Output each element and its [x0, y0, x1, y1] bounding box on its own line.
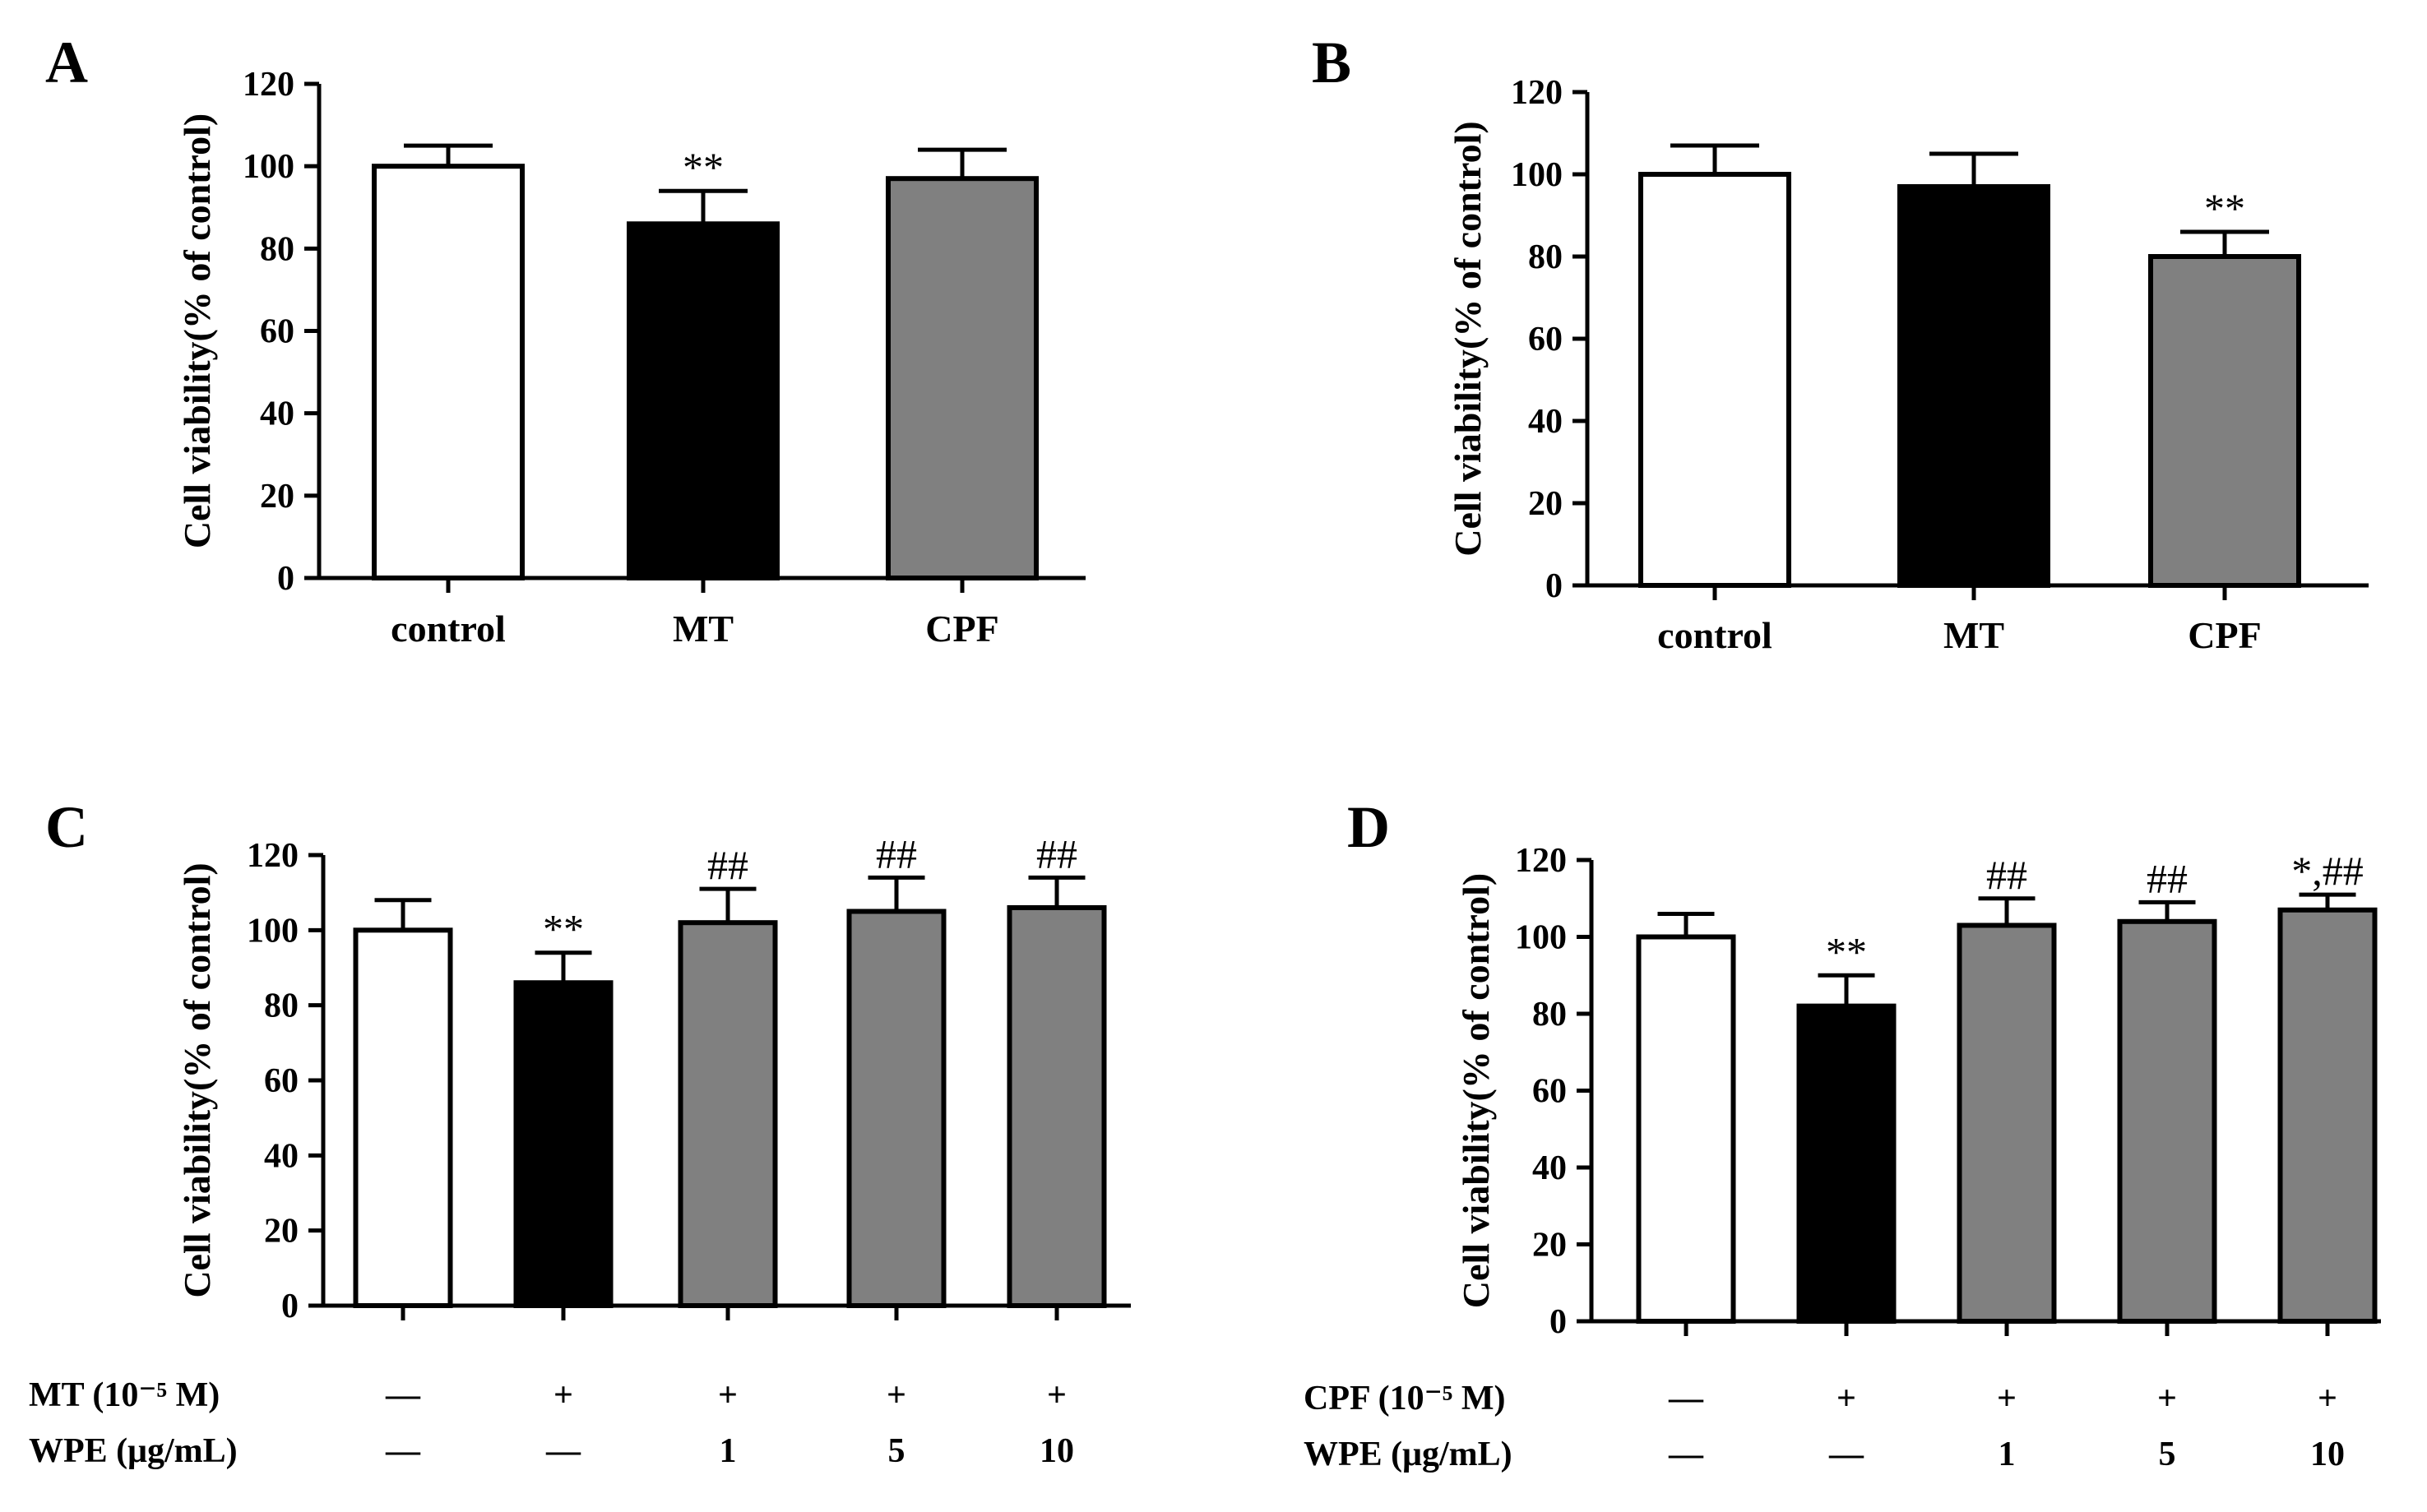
y-tick-label: 40: [1532, 1149, 1567, 1187]
significance-label: ##: [876, 830, 917, 876]
condition-value: 10: [1040, 1432, 1074, 1470]
condition-value: —: [1828, 1436, 1864, 1473]
y-tick-label: 0: [1549, 1303, 1567, 1341]
condition-value: +: [1047, 1376, 1067, 1414]
y-tick-label: 120: [247, 837, 299, 875]
x-tick-label: CPF: [2188, 614, 2261, 656]
x-tick-label: control: [391, 608, 506, 650]
bar: [1897, 184, 2050, 588]
significance-label: ##: [707, 842, 748, 888]
panel-letter: D: [1347, 794, 1390, 860]
significance-label: *,##: [2291, 848, 2364, 894]
condition-value: +: [1997, 1380, 2017, 1417]
bar: [353, 927, 453, 1309]
condition-row-label: WPE (μg/mL): [29, 1432, 238, 1470]
condition-value: 5: [888, 1432, 905, 1470]
y-tick-label: 40: [264, 1137, 299, 1175]
y-tick-label: 40: [1528, 403, 1563, 441]
condition-value: +: [887, 1376, 906, 1414]
x-tick-label: MT: [673, 608, 734, 650]
y-axis-label: Cell viability(% of control): [1455, 873, 1497, 1308]
x-tick-label: CPF: [925, 608, 998, 650]
condition-value: 10: [2310, 1436, 2345, 1473]
y-tick-label: 60: [260, 313, 294, 351]
y-tick-label: 40: [260, 395, 294, 433]
panel-c: C Cell viability(% of control) 0 20 40 60 80 10…: [29, 794, 1131, 1470]
y-tick-label: 100: [247, 912, 299, 950]
bar: [886, 176, 1039, 580]
panel-letter: C: [45, 794, 88, 860]
bar: [1796, 1003, 1897, 1325]
condition-value: 1: [720, 1432, 737, 1470]
bar: [846, 909, 947, 1308]
panel-d: D Cell viability(% of control) 0 20 40 60 80 10…: [1304, 794, 2381, 1473]
y-axis-label: Cell viability(% of control): [176, 113, 218, 548]
y-axis-label: Cell viability(% of control): [176, 862, 218, 1297]
bar: [1636, 934, 1736, 1324]
y-tick-label: 0: [1545, 567, 1563, 605]
condition-value: +: [1836, 1380, 1856, 1417]
y-tick-label: 80: [260, 230, 294, 268]
y-tick-label: 20: [264, 1213, 299, 1251]
condition-value: —: [1668, 1436, 1704, 1473]
bar: [2117, 918, 2217, 1325]
condition-value: +: [2157, 1380, 2177, 1417]
condition-value: +: [553, 1376, 573, 1414]
panel-a: A Cell viability(% of control) 0 20 40 60 80 10…: [45, 30, 1086, 650]
y-tick-label: 120: [1515, 842, 1567, 880]
panel-letter: A: [45, 30, 88, 95]
y-tick-label: 0: [281, 1288, 299, 1325]
significance-label: ##: [1036, 830, 1077, 876]
panel-letter: B: [1312, 30, 1351, 95]
condition-value: +: [718, 1376, 738, 1414]
significance-label: **: [683, 144, 724, 190]
bar: [627, 221, 780, 580]
condition-value: —: [385, 1432, 421, 1470]
y-tick-label: 60: [1528, 321, 1563, 358]
y-tick-label: 100: [243, 148, 294, 186]
bar: [513, 980, 614, 1309]
significance-label: **: [2204, 185, 2245, 231]
bar: [1007, 904, 1107, 1309]
condition-value: 1: [1999, 1436, 2016, 1473]
bar: [1957, 922, 2057, 1324]
condition-value: —: [545, 1432, 581, 1470]
x-tick-label: MT: [1943, 614, 2004, 656]
y-tick-label: 80: [1532, 996, 1567, 1033]
condition-row-label: CPF (10⁻⁵ M): [1304, 1380, 1505, 1417]
significance-label: ##: [2147, 855, 2188, 901]
y-tick-label: 20: [1532, 1227, 1567, 1265]
y-tick-label: 80: [1528, 238, 1563, 276]
bar: [372, 164, 525, 581]
significance-label: ##: [1986, 852, 2027, 898]
y-tick-label: 0: [277, 560, 294, 598]
condition-value: +: [2318, 1380, 2337, 1417]
condition-value: 5: [2159, 1436, 2176, 1473]
y-tick-label: 80: [264, 987, 299, 1025]
bar: [678, 920, 778, 1308]
bar: [2148, 254, 2301, 588]
y-tick-label: 120: [243, 66, 294, 104]
significance-label: **: [543, 906, 584, 952]
y-axis-label: Cell viability(% of control): [1447, 121, 1489, 556]
y-tick-label: 60: [1532, 1073, 1567, 1111]
condition-value: —: [385, 1376, 421, 1414]
y-tick-label: 100: [1511, 156, 1563, 194]
condition-row-label: WPE (μg/mL): [1304, 1436, 1512, 1473]
x-tick-label: control: [1657, 614, 1772, 656]
y-tick-label: 100: [1515, 919, 1567, 957]
panel-b: B Cell viability(% of control) 0 20 40 60 80 10…: [1312, 30, 2369, 656]
bar: [1638, 172, 1791, 588]
condition-value: —: [1668, 1380, 1704, 1417]
condition-row-label: MT (10⁻⁵ M): [29, 1376, 220, 1414]
bar: [2277, 907, 2378, 1325]
y-tick-label: 20: [1528, 485, 1563, 523]
significance-label: **: [1826, 928, 1867, 974]
y-tick-label: 60: [264, 1062, 299, 1100]
y-tick-label: 20: [260, 478, 294, 516]
y-tick-label: 120: [1511, 74, 1563, 112]
